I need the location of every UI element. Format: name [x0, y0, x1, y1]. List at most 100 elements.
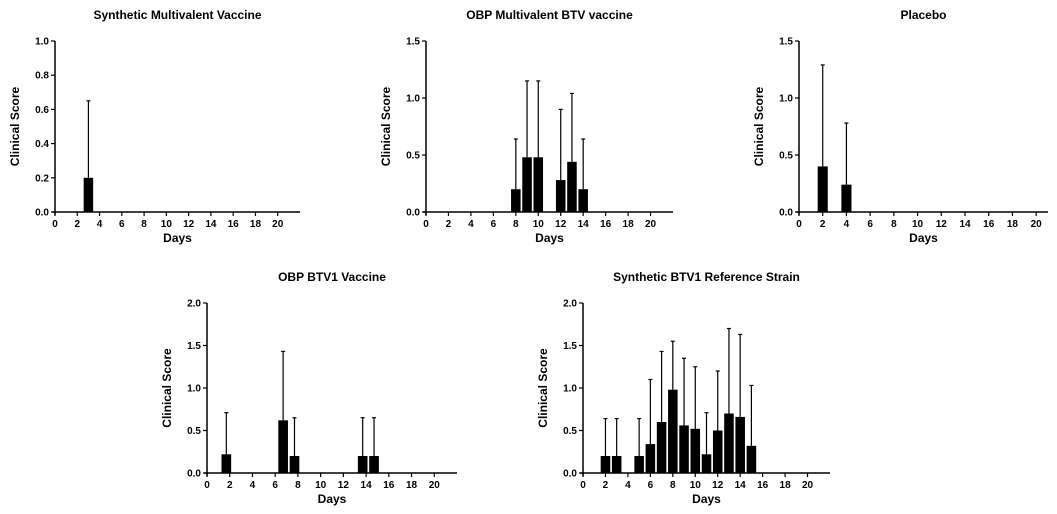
x-tick-label: 4 — [625, 480, 631, 491]
bar — [724, 413, 734, 473]
x-tick-label: 0 — [52, 219, 58, 230]
x-tick-label: 14 — [578, 219, 590, 230]
x-tick-label: 4 — [97, 219, 103, 230]
x-axis-label: Days — [318, 492, 347, 506]
x-tick-label: 6 — [491, 219, 497, 230]
x-tick-label: 12 — [936, 219, 948, 230]
x-tick-label: 8 — [295, 480, 301, 491]
y-tick-label: 1.5 — [563, 341, 577, 352]
bar — [511, 189, 521, 212]
x-tick-label: 18 — [250, 219, 262, 230]
x-tick-label: 16 — [383, 480, 395, 491]
bar — [278, 420, 288, 473]
x-tick-label: 6 — [648, 480, 654, 491]
x-tick-label: 18 — [780, 480, 792, 491]
y-tick-label: 1.0 — [35, 37, 49, 48]
x-tick-label: 8 — [513, 219, 519, 230]
x-tick-label: 8 — [141, 219, 147, 230]
x-tick-label: 18 — [1007, 219, 1019, 230]
x-tick-label: 20 — [1031, 219, 1043, 230]
chart-panel-1: Synthetic Multivalent Vaccine 0.0 0.2 0.4 0.… — [8, 8, 300, 245]
y-axis-label: Clinical Score — [160, 348, 174, 428]
x-tick-label: 20 — [645, 219, 657, 230]
bar — [690, 428, 701, 473]
bar — [746, 445, 757, 473]
x-tick-label: 18 — [623, 219, 635, 230]
x-axis-label: Days — [535, 231, 564, 245]
y-tick-label: 0.6 — [35, 105, 49, 116]
y-tick-label: 0.5 — [406, 151, 420, 162]
chart-title: Synthetic Multivalent Vaccine — [93, 8, 261, 22]
y-tick-label: 0.0 — [563, 469, 577, 480]
y-tick-label: 0.4 — [35, 139, 49, 150]
x-tick-label: 12 — [183, 219, 195, 230]
bar — [600, 456, 611, 473]
x-tick-label: 16 — [983, 219, 995, 230]
y-tick-label: 0.0 — [406, 208, 420, 219]
x-tick-label: 16 — [600, 219, 612, 230]
bar — [645, 444, 656, 473]
bar — [668, 389, 678, 473]
chart-title: OBP Multivalent BTV vaccine — [466, 8, 633, 22]
x-tick-label: 10 — [315, 480, 327, 491]
x-tick-label: 2 — [446, 219, 452, 230]
chart-title: Synthetic BTV1 Reference Strain — [613, 270, 800, 284]
bar — [522, 157, 532, 212]
bar — [634, 456, 644, 473]
y-axis-label: Clinical Score — [379, 86, 393, 166]
bar — [817, 166, 828, 212]
bar — [679, 425, 689, 473]
bar — [369, 456, 379, 473]
chart-title: Placebo — [900, 8, 946, 22]
x-tick-label: 4 — [844, 219, 850, 230]
x-tick-label: 2 — [820, 219, 826, 230]
x-tick-label: 6 — [119, 219, 125, 230]
chart-panel-2: OBP Multivalent BTV vaccine 0.0 0.5 1.0 1.5 0… — [379, 8, 673, 245]
y-tick-label: 1.0 — [187, 384, 201, 395]
x-tick-label: 14 — [361, 480, 373, 491]
x-tick-label: 14 — [205, 219, 217, 230]
bar — [578, 189, 588, 212]
bar — [701, 454, 712, 473]
x-tick-label: 10 — [533, 219, 545, 230]
x-tick-label: 2 — [603, 480, 609, 491]
bar — [83, 177, 94, 212]
y-tick-label: 1.0 — [563, 384, 577, 395]
x-tick-label: 0 — [204, 480, 210, 491]
x-tick-label: 8 — [891, 219, 897, 230]
x-tick-label: 12 — [555, 219, 567, 230]
x-tick-label: 4 — [250, 480, 256, 491]
x-tick-label: 4 — [468, 219, 474, 230]
y-tick-label: 1.5 — [779, 37, 793, 48]
x-tick-label: 14 — [735, 480, 747, 491]
y-tick-label: 1.5 — [187, 341, 201, 352]
x-tick-label: 12 — [712, 480, 724, 491]
x-tick-label: 16 — [228, 219, 240, 230]
x-tick-label: 0 — [580, 480, 586, 491]
bar — [841, 184, 852, 212]
bar — [611, 456, 622, 473]
y-tick-label: 0.5 — [187, 426, 201, 437]
x-tick-label: 12 — [338, 480, 350, 491]
x-tick-label: 10 — [690, 480, 702, 491]
x-tick-label: 18 — [406, 480, 418, 491]
y-tick-label: 0.5 — [779, 151, 793, 162]
x-tick-label: 0 — [796, 219, 802, 230]
y-axis-label: Clinical Score — [8, 86, 22, 166]
bar — [357, 456, 368, 473]
chart-title: OBP BTV1 Vaccine — [278, 270, 386, 284]
y-tick-label: 0.2 — [35, 173, 49, 184]
bar — [289, 456, 300, 473]
x-axis-label: Days — [163, 231, 192, 245]
y-tick-label: 0.0 — [35, 208, 49, 219]
y-axis-label: Clinical Score — [752, 86, 766, 166]
x-tick-label: 16 — [757, 480, 769, 491]
y-axis-label: Clinical Score — [536, 348, 550, 428]
x-tick-label: 10 — [912, 219, 924, 230]
y-tick-label: 1.0 — [779, 94, 793, 105]
x-tick-label: 0 — [423, 219, 429, 230]
x-tick-label: 6 — [867, 219, 873, 230]
x-axis-label: Days — [909, 231, 938, 245]
x-axis-label: Days — [692, 492, 721, 506]
